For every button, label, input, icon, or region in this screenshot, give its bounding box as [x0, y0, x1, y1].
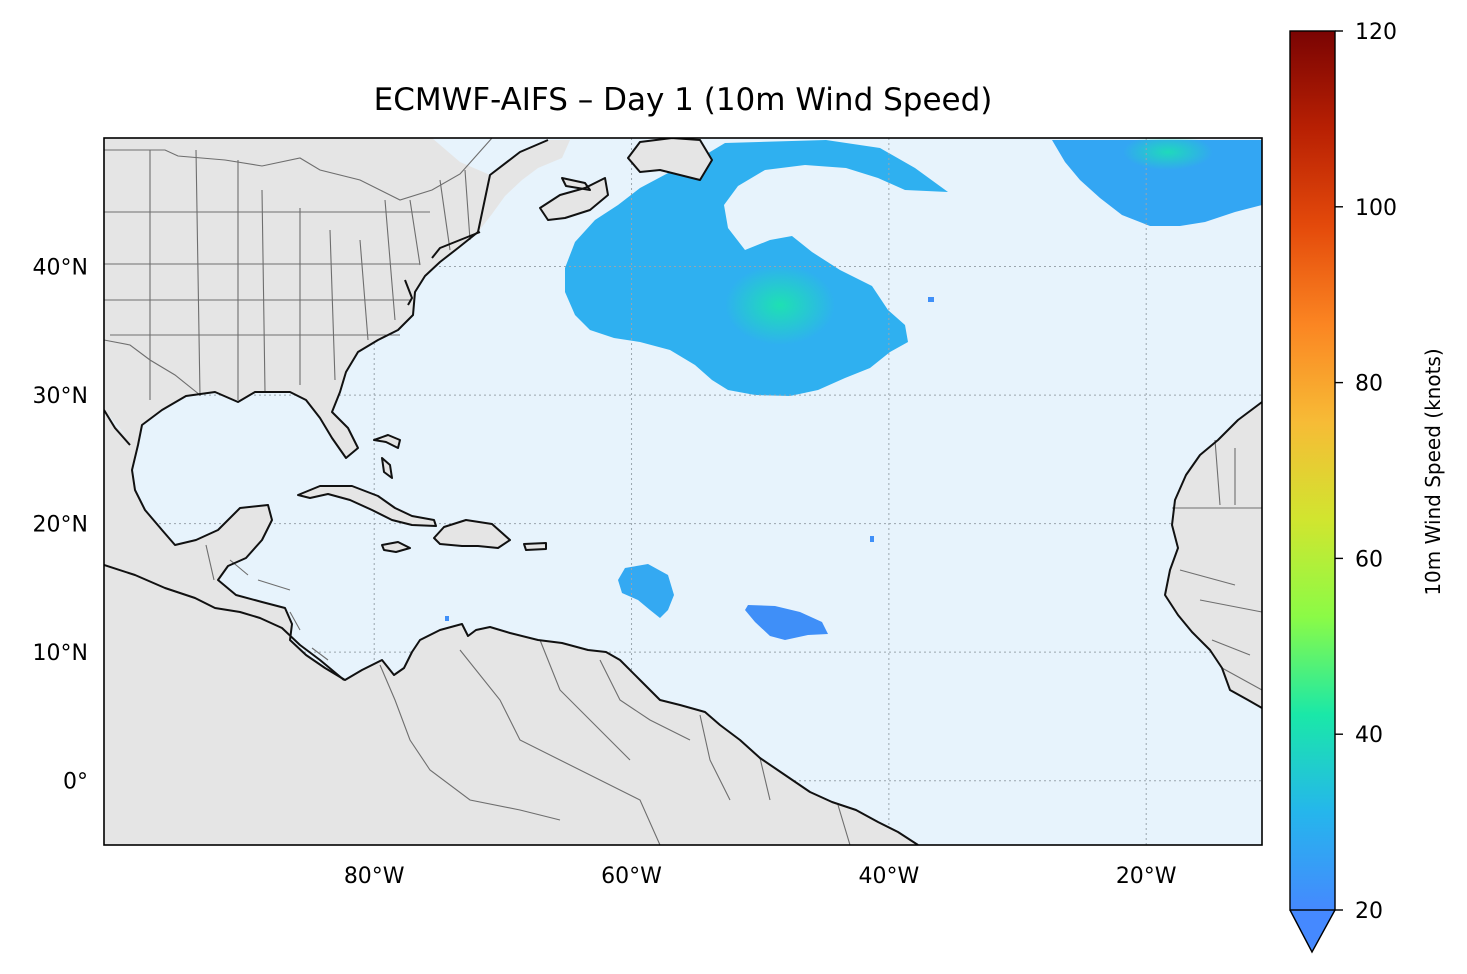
wind-speck	[870, 536, 874, 542]
africa-borders	[1172, 439, 1262, 691]
colorbar-tick-label: 100	[1355, 196, 1397, 221]
colorbar-tick-label: 20	[1355, 899, 1383, 924]
longitude-tick-label: 20°W	[1116, 864, 1177, 889]
wind-area-tropical-wave	[745, 605, 828, 640]
puerto-rico-coastline	[523, 542, 547, 551]
us-canada-border	[104, 138, 493, 201]
political-borders	[104, 138, 1262, 845]
wind-core-north-atlantic	[725, 265, 835, 345]
colorbar-label: 10m Wind Speed (knots)	[1421, 348, 1445, 595]
latitude-tick-label: 20°N	[33, 513, 88, 538]
colorbar: 20 40 60 80 100 120 10m Wind Speed (knots)	[1289, 20, 1445, 954]
mexico-central-america-borders	[205, 544, 329, 661]
longitude-tick-label: 80°W	[344, 864, 405, 889]
newfoundland-coastline	[627, 138, 713, 181]
newfoundland-land	[628, 138, 712, 180]
latitude-tick-labels: 40°N 30°N 20°N 10°N 0°	[33, 256, 88, 795]
africa-land	[1165, 402, 1262, 708]
land-layer	[104, 138, 1262, 845]
longitude-tick-label: 40°W	[858, 864, 919, 889]
cuba-coastline	[297, 485, 437, 527]
map-area	[104, 138, 1262, 845]
colorbar-tick-label: 80	[1355, 372, 1383, 397]
colorbar-tick-label: 60	[1355, 547, 1383, 572]
colorbar-tick-label: 40	[1355, 723, 1383, 748]
chart-title: ECMWF-AIFS – Day 1 (10m Wind Speed)	[374, 82, 993, 118]
south-america-borders	[379, 639, 851, 845]
wind-area-north-atlantic	[565, 140, 948, 396]
gulf-coastline-west	[104, 409, 131, 446]
map-frame	[103, 137, 1263, 846]
latitude-tick-label: 40°N	[33, 256, 88, 281]
longitude-tick-labels: 80°W 60°W 40°W 20°W	[344, 864, 1177, 889]
wind-speck	[445, 616, 449, 621]
colorbar-min-extension	[1290, 910, 1335, 952]
colorbar-tick-label: 120	[1355, 20, 1397, 45]
latitude-tick-label: 0°	[63, 770, 88, 795]
colorbar-extension-outline	[1289, 909, 1336, 954]
colorbar-ticks: 20 40 60 80 100 120	[1335, 20, 1397, 924]
bahamas-coastline	[373, 434, 401, 479]
longitude-tick-label: 60°W	[601, 864, 662, 889]
us-state-lines	[104, 149, 471, 400]
north-america-coastline	[131, 139, 919, 845]
wind-area-northeast-atlantic	[1052, 140, 1262, 226]
nova-scotia-land	[540, 178, 608, 220]
hispaniola-land	[434, 520, 510, 548]
chesapeake-coastline	[404, 231, 481, 306]
gridlines	[104, 138, 1262, 845]
wind-area-tropical-disturbance	[618, 564, 674, 618]
north-america-land	[104, 138, 918, 845]
nova-scotia-coastline	[539, 177, 609, 221]
central-america-pacific-coastline	[104, 564, 345, 681]
cuba-land	[298, 486, 436, 526]
wind-speck	[928, 297, 934, 302]
latitude-tick-label: 10°N	[33, 641, 88, 666]
africa-coastline	[1164, 401, 1262, 709]
hispaniola-coastline	[433, 519, 511, 549]
wind-core-northeast-atlantic	[1123, 138, 1213, 170]
latitude-tick-label: 30°N	[33, 384, 88, 409]
colorbar-gradient	[1290, 31, 1335, 910]
colorbar-frame	[1289, 30, 1336, 911]
coastlines	[104, 138, 1262, 845]
jamaica-coastline	[381, 541, 411, 553]
